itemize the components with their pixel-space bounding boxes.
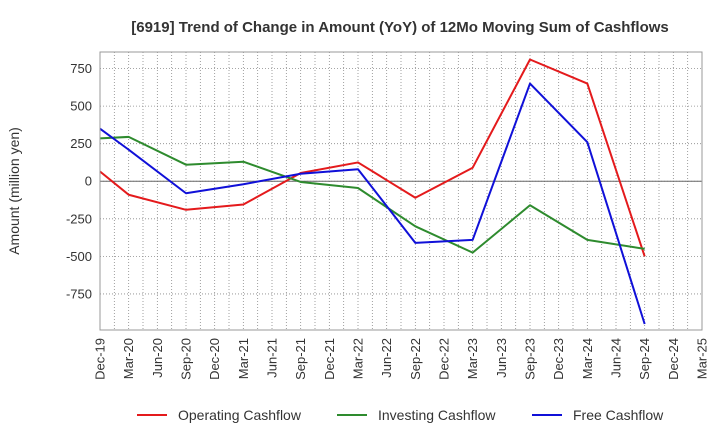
x-tick-label: Jun-20 <box>150 338 165 378</box>
x-tick-label: Sep-21 <box>293 338 308 380</box>
y-tick-label: 750 <box>70 61 92 76</box>
y-tick-label: -500 <box>66 249 92 264</box>
x-tick-label: Jun-21 <box>265 338 280 378</box>
x-tick-label: Dec-21 <box>322 338 337 380</box>
plot-frame <box>99 51 703 331</box>
y-tick-label: -250 <box>66 211 92 226</box>
series-line-investing-cashflow <box>99 135 645 254</box>
y-tick-label: -750 <box>66 286 92 301</box>
x-tick-label: Sep-20 <box>179 338 194 380</box>
x-tick-label: Dec-20 <box>207 338 222 380</box>
series-lines <box>99 58 646 325</box>
x-tick-label: Jun-23 <box>494 338 509 378</box>
x-tick-label: Mar-21 <box>236 338 251 379</box>
x-tick-label: Sep-22 <box>408 338 423 380</box>
x-tick-label: Jun-24 <box>609 338 624 378</box>
x-tick-label: Mar-24 <box>580 338 595 379</box>
y-tick-label: 500 <box>70 99 92 114</box>
x-tick-label: Dec-23 <box>551 338 566 380</box>
x-tick-label: Dec-22 <box>437 338 452 380</box>
legend-label-operating-cashflow: Operating Cashflow <box>178 407 302 423</box>
x-tick-label: Mar-25 <box>695 338 710 379</box>
series-line-free-cashflow <box>99 82 646 325</box>
x-tick-label: Mar-20 <box>121 338 136 379</box>
x-tick-label: Dec-24 <box>666 338 681 380</box>
x-tick-label: Sep-24 <box>637 338 652 380</box>
legend-label-free-cashflow: Free Cashflow <box>573 407 664 423</box>
axes: 750 500 250 0 -250 -500 -750 Dec-19 Mar-20 Jun-20… <box>66 51 710 380</box>
legend: Operating Cashflow Investing Cashflow Free… <box>137 407 664 423</box>
x-tick-label: Jun-22 <box>379 338 394 378</box>
x-tick-label: Dec-19 <box>93 338 108 380</box>
grid-lines <box>100 52 702 330</box>
x-tick-label: Mar-23 <box>465 338 480 379</box>
legend-label-investing-cashflow: Investing Cashflow <box>378 407 496 423</box>
y-tick-label: 0 <box>85 174 92 189</box>
chart-title: [6919] Trend of Change in Amount (YoY) o… <box>131 19 669 36</box>
x-tick-label: Sep-23 <box>523 338 538 380</box>
x-tick-label: Mar-22 <box>351 338 366 379</box>
y-tick-label: 250 <box>70 136 92 151</box>
series-line-operating-cashflow <box>99 58 646 257</box>
y-axis-label: Amount (million yen) <box>6 127 22 255</box>
